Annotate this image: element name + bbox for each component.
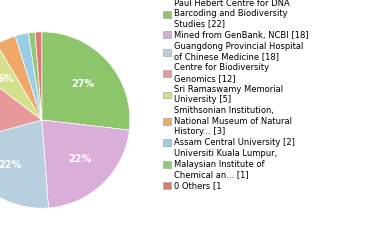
- Text: 6%: 6%: [0, 74, 14, 84]
- Wedge shape: [28, 32, 42, 120]
- Wedge shape: [15, 33, 42, 120]
- Wedge shape: [0, 120, 49, 208]
- Wedge shape: [42, 32, 130, 130]
- Wedge shape: [0, 36, 42, 120]
- Wedge shape: [42, 120, 129, 208]
- Legend: Paul Hebert Centre for DNA
Barcoding and Biodiversity
Studies [22], Mined from G: Paul Hebert Centre for DNA Barcoding and…: [163, 0, 309, 190]
- Text: 22%: 22%: [0, 160, 22, 170]
- Text: 27%: 27%: [71, 79, 94, 89]
- Text: 22%: 22%: [68, 154, 91, 164]
- Wedge shape: [0, 66, 42, 143]
- Wedge shape: [0, 44, 42, 120]
- Wedge shape: [35, 32, 42, 120]
